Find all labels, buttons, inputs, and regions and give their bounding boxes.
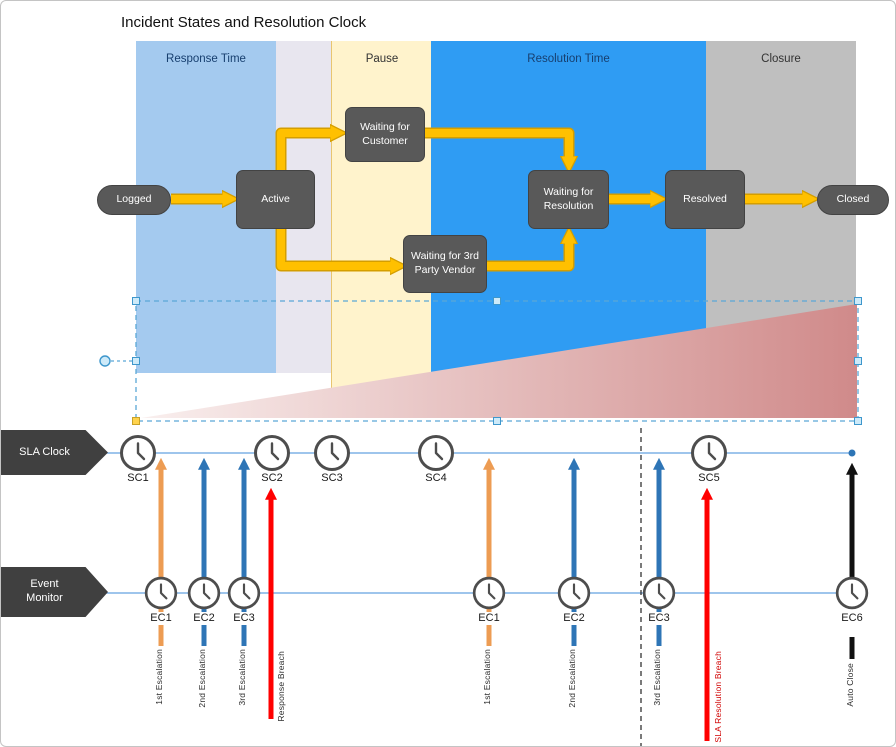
- clock-ec1-icon: [144, 576, 178, 610]
- label-ec3b: EC3: [646, 612, 672, 625]
- rotation-handle[interactable]: [99, 355, 111, 367]
- lane-label-sla-clock: SLA Clock: [1, 430, 108, 475]
- label-ec1b: EC1: [476, 612, 502, 625]
- event-monitor-label-text: Event Monitor: [26, 578, 63, 604]
- selection-handle-bottom-mid[interactable]: [493, 417, 501, 425]
- clock-ec3-icon: [227, 576, 261, 610]
- state-logged[interactable]: Logged: [97, 185, 171, 215]
- selection-handle-left-mid[interactable]: [132, 357, 140, 365]
- state-waiting-for-customer[interactable]: Waiting for Customer: [345, 107, 425, 162]
- label-sc1: SC1: [125, 472, 151, 485]
- clock-sc5-icon: [691, 435, 727, 471]
- clock-sc1-icon: [120, 435, 156, 471]
- state-waiting-for-resolution[interactable]: Waiting for Resolution: [528, 170, 609, 229]
- label-response-breach: Response Breach: [276, 651, 286, 722]
- clock-sc2-icon: [254, 435, 290, 471]
- flow-connector-vendor-resolution: [485, 228, 577, 270]
- label-sc4: SC4: [423, 472, 449, 485]
- state-active[interactable]: Active: [236, 170, 315, 229]
- selection-handle-bottom-right[interactable]: [854, 417, 862, 425]
- label-sc3: SC3: [319, 472, 345, 485]
- selection-handle-top-mid[interactable]: [493, 297, 501, 305]
- label-ec2: EC2: [191, 612, 217, 625]
- clock-sc4-icon: [418, 435, 454, 471]
- state-waiting-for-3rd-party-vendor[interactable]: Waiting for 3rd Party Vendor: [403, 235, 487, 293]
- flow-connector-customer-resolution: [425, 129, 577, 172]
- adjustment-handle-bottom-left[interactable]: [132, 417, 140, 425]
- label-3rd-escalation-response: 3rd Escalation: [237, 649, 247, 706]
- phase-label-resolution-time: Resolution Time: [527, 53, 610, 65]
- label-1st-escalation-resolution: 1st Escalation: [482, 649, 492, 705]
- label-ec1: EC1: [148, 612, 174, 625]
- phase-label-response-time: Response Time: [166, 53, 246, 65]
- clock-ec6-icon: [835, 576, 869, 610]
- label-2nd-escalation-response: 2nd Escalation: [197, 649, 207, 708]
- sla-timeline-end-dot: [848, 449, 856, 457]
- state-resolved[interactable]: Resolved: [665, 170, 745, 229]
- label-sla-resolution-breach: SLA Resolution Breach: [713, 651, 723, 743]
- label-ec2b: EC2: [561, 612, 587, 625]
- label-2nd-escalation-resolution: 2nd Escalation: [567, 649, 577, 708]
- phase-label-closure: Closure: [761, 53, 801, 65]
- lane-label-event-monitor: Event Monitor: [1, 567, 108, 617]
- label-1st-escalation-response: 1st Escalation: [154, 649, 164, 705]
- clock-ec2-icon: [187, 576, 221, 610]
- phase-label-pause: Pause: [365, 53, 399, 65]
- sla-clock-label-text: SLA Clock: [19, 445, 70, 458]
- clock-ec2b-icon: [557, 576, 591, 610]
- label-ec6: EC6: [839, 612, 865, 625]
- selection-handle-top-right[interactable]: [854, 297, 862, 305]
- escalation-ramp-triangle[interactable]: [141, 304, 857, 418]
- clock-sc3-icon: [314, 435, 350, 471]
- state-closed[interactable]: Closed: [817, 185, 889, 215]
- clock-ec3b-icon: [642, 576, 676, 610]
- label-sc2: SC2: [259, 472, 285, 485]
- diagram-title: Incident States and Resolution Clock: [121, 14, 367, 31]
- label-ec3: EC3: [231, 612, 257, 625]
- label-sc5: SC5: [696, 472, 722, 485]
- label-auto-close: Auto Close: [845, 663, 855, 707]
- label-3rd-escalation-resolution: 3rd Escalation: [652, 649, 662, 706]
- phase-band-pause: Pause: [331, 41, 432, 391]
- clock-ec1b-icon: [472, 576, 506, 610]
- selection-handle-top-left[interactable]: [132, 297, 140, 305]
- selection-handle-right-mid[interactable]: [854, 357, 862, 365]
